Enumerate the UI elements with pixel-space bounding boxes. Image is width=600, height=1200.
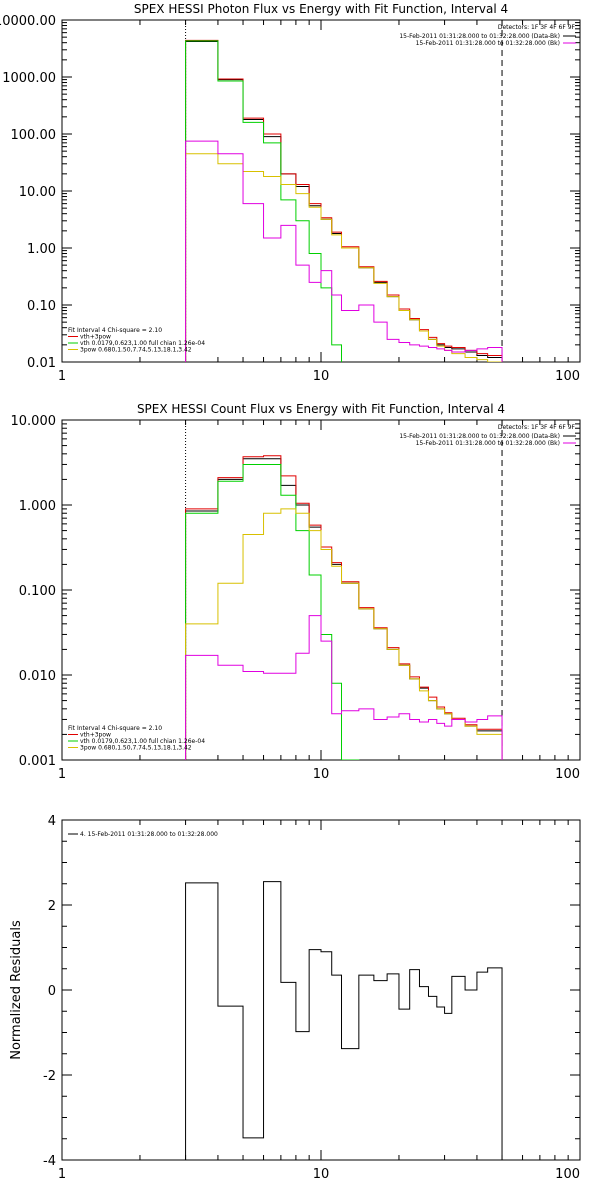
series-5-line: [185, 140, 503, 362]
detectors-label: Detectors: 1F 3F 4F 6F 9F: [498, 424, 576, 431]
x-tick-label: 10: [313, 369, 330, 384]
y-tick-label: 10.000: [11, 414, 57, 429]
y-axis-label: Normalized Residuals: [9, 920, 24, 1060]
y-tick-label: 10.00: [19, 185, 56, 200]
legend-left-entry: 4. 15-Feb-2011 01:31:28.000 to 01:32:28.…: [80, 831, 218, 838]
chart-title: SPEX HESSI Photon Flux vs Energy with Fi…: [134, 2, 508, 16]
legend-right-entry: 15-Feb-2011 01:31:28.000 to 01:32:28.000…: [399, 433, 560, 440]
y-tick-label: 0.001: [19, 754, 56, 769]
y-tick-label: 1000.00: [2, 71, 56, 86]
legend-left-entry: 3pow 0.680,1.50,7.74,5.13,18.1,3.42: [80, 347, 192, 354]
series-3-line: [185, 463, 360, 760]
chart-1: SPEX HESSI Photon Flux vs Energy with Fi…: [0, 2, 581, 384]
series-5-line: [185, 615, 503, 760]
series-2-line: [185, 39, 503, 362]
series-3-line: [185, 40, 343, 362]
detectors-label: Detectors: 1F 3F 4F 6F 9F: [498, 24, 576, 31]
series-2-line: [185, 455, 503, 760]
series-1-line: [185, 458, 503, 760]
y-tick-label: 0: [48, 984, 56, 999]
y-tick-label: 10000.00: [0, 14, 56, 29]
legend-left-entry: vth 0.0179,0.623,1.00 full chian 1.26e-0…: [80, 340, 205, 347]
x-tick-label: 100: [555, 767, 580, 782]
y-tick-label: 0.01: [27, 356, 56, 371]
x-tick-label: 100: [555, 1167, 580, 1182]
y-tick-label: 2: [48, 899, 56, 914]
y-tick-label: 1.000: [19, 499, 56, 514]
x-tick-label: 10: [313, 767, 330, 782]
y-tick-label: 0.10: [27, 299, 56, 314]
legend-right-entry: 15-Feb-2011 01:31:28.000 to 01:32:28.000…: [399, 33, 560, 40]
x-tick-label: 1: [58, 1167, 66, 1182]
legend-left-entry: Fit Interval 4 Chi-square = 2.10: [68, 327, 162, 334]
legend-left-entry: vth+3pow: [80, 334, 111, 341]
chart-title: SPEX HESSI Count Flux vs Energy with Fit…: [137, 402, 505, 416]
series-1-line: [185, 40, 503, 362]
plot-area: [185, 420, 503, 760]
y-tick-label: -4: [43, 1154, 56, 1169]
series-1-line: [185, 881, 503, 1160]
series-4-line: [185, 508, 503, 760]
legend-right-entry: 15-Feb-2011 01:31:28.000 to 01:32:28.000…: [416, 40, 560, 47]
y-tick-label: 1.00: [27, 242, 56, 257]
legend-left-entry: vth+3pow: [80, 732, 111, 739]
plot-area: [185, 881, 503, 1160]
legend-left-entry: 3pow 0.680,1.50,7.74,5.13,18.1,3.42: [80, 745, 192, 752]
y-tick-label: 4: [48, 814, 56, 829]
series-4-line: [185, 153, 503, 362]
plot-area: [185, 20, 503, 362]
legend-left-entry: vth 0.0179,0.623,1.00 full chian 1.26e-0…: [80, 738, 205, 745]
y-tick-label: -2: [43, 1069, 56, 1084]
y-tick-label: 100.00: [11, 128, 57, 143]
x-tick-label: 1: [58, 369, 66, 384]
chart-3: Normalized Residuals 1 10 100 4 2 0 -2 -4 4. 15-F…: [9, 814, 581, 1182]
legend-right-entry: 15-Feb-2011 01:31:28.000 to 01:32:28.000…: [416, 440, 560, 447]
x-tick-label: 10: [313, 1167, 330, 1182]
x-tick-label: 1: [58, 767, 66, 782]
legend-left-entry: Fit Interval 4 Chi-square = 2.10: [68, 725, 162, 732]
chart-2: SPEX HESSI Count Flux vs Energy with Fit…: [11, 402, 581, 782]
y-tick-label: 0.100: [19, 584, 56, 599]
x-tick-label: 100: [555, 369, 580, 384]
y-tick-label: 0.010: [19, 669, 56, 684]
